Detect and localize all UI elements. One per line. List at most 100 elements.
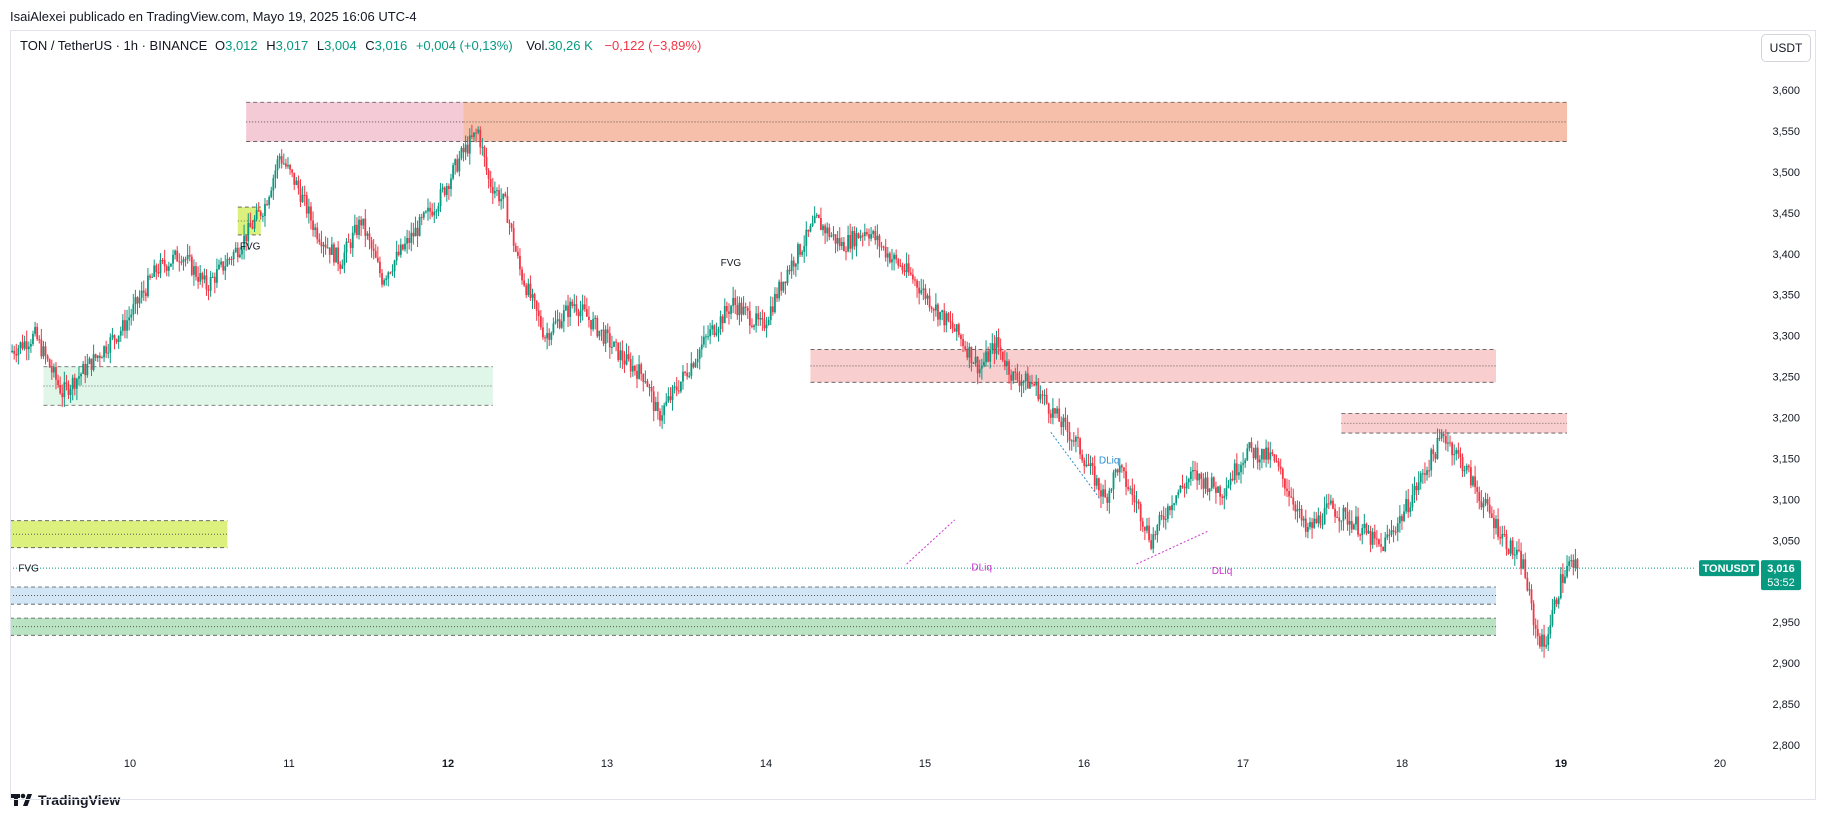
candle-body	[1087, 464, 1090, 467]
currency-button[interactable]: USDT	[1761, 34, 1811, 62]
price-chart[interactable]: FVG FVG FVG DLiq DLiq DLiq 3,600 3,550 3,500 3,45…	[0, 0, 1826, 800]
candle-body	[801, 251, 804, 255]
candle-body	[638, 364, 640, 379]
candle-body	[1200, 473, 1203, 479]
candle-body	[702, 336, 705, 345]
candle-body	[1123, 467, 1125, 472]
candle-body	[765, 324, 768, 329]
footer-brand[interactable]: TradingView	[10, 792, 120, 808]
candle-body	[744, 306, 747, 308]
candle-body	[132, 304, 135, 315]
candle-body	[903, 270, 906, 273]
candle-body	[1022, 381, 1025, 383]
candle-body	[266, 204, 268, 206]
candle-body	[1150, 540, 1153, 549]
candle-body	[119, 330, 122, 336]
candle-body	[552, 323, 555, 334]
candle-body	[213, 276, 216, 283]
candle-body	[966, 348, 969, 358]
candle-body	[105, 346, 108, 354]
candle-body	[1267, 447, 1270, 460]
candle-body	[832, 234, 835, 236]
candle-body	[516, 251, 519, 256]
candle-body	[425, 211, 427, 213]
candle-body	[1049, 413, 1052, 418]
candle-body	[771, 306, 774, 313]
candle-body	[652, 391, 655, 411]
candle-body	[1204, 477, 1207, 489]
x-tick-label: 15	[919, 758, 931, 770]
candle-body	[414, 227, 417, 237]
candle-body	[1141, 521, 1144, 527]
candle-body	[264, 204, 266, 217]
candle-body	[955, 324, 958, 332]
candle-body	[824, 225, 826, 234]
candle-body	[381, 273, 383, 285]
candle-body	[1382, 546, 1385, 552]
candle-body	[1459, 453, 1462, 458]
candle-body	[351, 232, 354, 249]
candle-body	[1528, 589, 1531, 591]
x-tick-label: 13	[601, 758, 613, 770]
candle-body	[995, 337, 998, 354]
candle-body	[679, 381, 682, 392]
candle-body	[211, 276, 214, 278]
candle-body	[882, 246, 885, 248]
candle-body	[301, 194, 304, 203]
candle-body	[111, 335, 114, 338]
candle-body	[546, 333, 549, 339]
candle-body	[483, 146, 486, 157]
x-tick-label: 12	[442, 758, 454, 770]
candle-body	[1480, 501, 1483, 508]
candle-body	[734, 297, 737, 305]
candle-body	[86, 363, 89, 376]
candle-body	[1302, 518, 1305, 521]
candle-body	[820, 218, 822, 231]
symbol-name[interactable]: TON / TetherUS · 1h · BINANCE	[20, 38, 208, 53]
candle-body	[489, 178, 492, 187]
candle-body	[974, 356, 977, 363]
candle-body	[980, 365, 983, 369]
candle-body	[928, 295, 931, 308]
candle-body	[270, 190, 273, 198]
candle-body	[688, 375, 691, 377]
candle-body	[542, 327, 544, 338]
candle-body	[788, 269, 791, 272]
candle-body	[600, 329, 603, 331]
candle-body	[40, 339, 43, 357]
candle-body	[909, 272, 912, 275]
candle-body	[1392, 530, 1395, 532]
fvg-label: FVG	[721, 258, 742, 269]
candle-body	[1284, 478, 1286, 489]
candle-body	[224, 266, 227, 271]
candle-body	[412, 232, 415, 237]
y-tick-label: 3,600	[1772, 85, 1800, 97]
volume-change: −0,122 (−3,89%)	[604, 38, 702, 53]
candle-body	[1557, 598, 1560, 605]
candle-body	[36, 326, 39, 340]
candle-body	[920, 290, 923, 294]
candle-body	[1118, 465, 1121, 473]
candle-body	[1505, 534, 1508, 550]
candle-body	[694, 362, 697, 368]
candle-body	[782, 281, 785, 291]
candle-body	[740, 302, 743, 315]
candle-body	[1252, 447, 1255, 459]
candle-body	[437, 206, 440, 212]
candle-body	[840, 242, 843, 247]
candle-body	[399, 244, 402, 255]
candle-body	[594, 317, 597, 320]
candle-body	[1470, 467, 1472, 486]
candle-body	[523, 280, 526, 286]
candle-body	[1365, 523, 1368, 534]
candle-body	[1081, 454, 1084, 461]
candle-body	[667, 396, 670, 402]
candle-body	[228, 258, 231, 260]
candle-body	[1484, 499, 1487, 504]
candle-body	[345, 241, 348, 253]
candle-body	[124, 320, 126, 331]
candle-body	[1421, 473, 1424, 475]
candle-body	[1551, 610, 1554, 626]
candle-body	[1175, 495, 1178, 504]
candle-body	[404, 243, 406, 250]
